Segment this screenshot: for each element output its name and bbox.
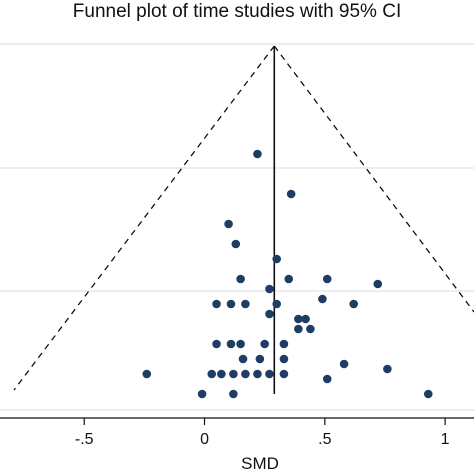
x-tick-label: -.5 [75,431,94,448]
data-point [279,354,289,364]
data-point [294,314,303,324]
data-point [226,339,236,349]
data-point [286,189,296,199]
data-point [238,354,248,364]
data-point [301,314,310,324]
data-point [373,279,383,289]
ci-left-line [13,45,275,391]
data-point [272,299,282,309]
data-point [226,299,236,309]
data-point [349,299,358,309]
data-point [142,369,152,379]
data-point [253,369,262,379]
data-point [322,374,332,384]
chart-title: Funnel plot of time studies with 95% CI [72,1,402,22]
data-point [318,294,327,304]
data-point [229,369,238,379]
data-point [236,274,245,284]
x-tick-label: 1 [441,431,450,448]
data-point [253,149,262,159]
data-point [265,309,274,319]
data-point [241,369,250,379]
data-point [255,354,265,364]
data-points [142,149,433,399]
data-point [265,369,274,379]
data-point [279,339,289,349]
ci-right-line [273,45,474,313]
data-point [212,299,221,309]
x-tick-label: 0 [200,431,209,448]
data-point [231,239,241,249]
data-point [217,369,226,379]
data-point [279,369,289,379]
data-point [294,324,303,334]
data-point [284,274,294,284]
data-point [339,359,349,369]
data-point [224,219,233,229]
data-point [260,339,269,349]
data-point [272,254,282,264]
data-point [212,339,221,349]
data-point [423,389,433,399]
data-point [322,274,332,284]
data-point [306,324,315,334]
data-point [229,389,238,399]
data-point [383,364,392,374]
x-axis-label: SMD [241,454,279,473]
data-point [265,284,274,294]
data-point [236,339,245,349]
data-point [207,369,217,379]
funnel-lines [13,45,474,394]
grid-lines [0,43,474,411]
x-axis: -.5 0 .5 1 [0,417,474,448]
x-tick-label: .5 [318,431,331,448]
data-point [197,389,207,399]
data-point [241,299,250,309]
